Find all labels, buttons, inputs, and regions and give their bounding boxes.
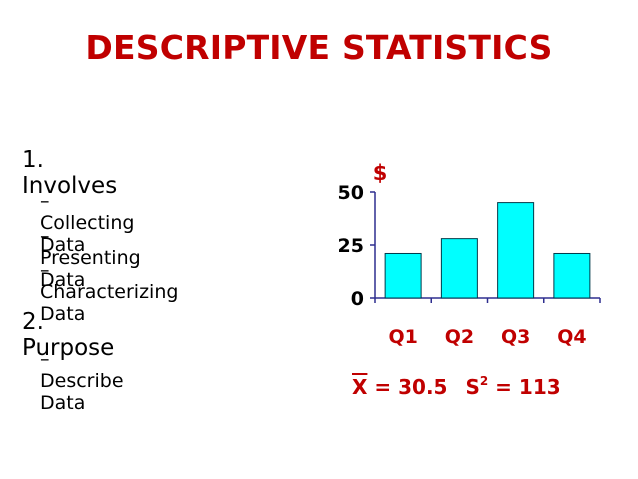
slide-title: DESCRIPTIVE STATISTICS [85,28,553,67]
mean-symbol: X [352,375,368,399]
y-tick-label: 0 [351,288,364,310]
outline-item-involves: 1. Involves [22,147,118,199]
outline-item-purpose: 2. Purpose [22,309,115,361]
x-tick-label: Q1 [388,326,417,348]
variance-symbol: S [465,375,480,399]
x-tick-label: Q4 [557,326,586,348]
sub-item-collecting: –Collecting Data [40,190,135,256]
variance-exponent: 2 [479,374,489,388]
sub-item-presenting: –Presenting Data [40,225,141,291]
bar-q1 [384,252,422,299]
bar-q2 [440,238,478,299]
summary-statistics: X = 30.5 S2 = 113 [352,374,561,399]
mean-value: = 30.5 [367,375,448,399]
x-tick-label: Q3 [501,326,530,348]
y-tick-label: 50 [338,182,364,204]
x-tick-label: Q2 [445,326,474,348]
sub-item-characterizing: –Characterizing Data [40,259,179,325]
variance-value: = 113 [488,375,561,399]
y-axis-label: $ [373,161,388,185]
sub-item-describe: –Describe Data [40,348,124,414]
y-tick-label: 25 [338,235,364,257]
bar-q4 [553,252,591,299]
bar-q3 [497,202,535,299]
